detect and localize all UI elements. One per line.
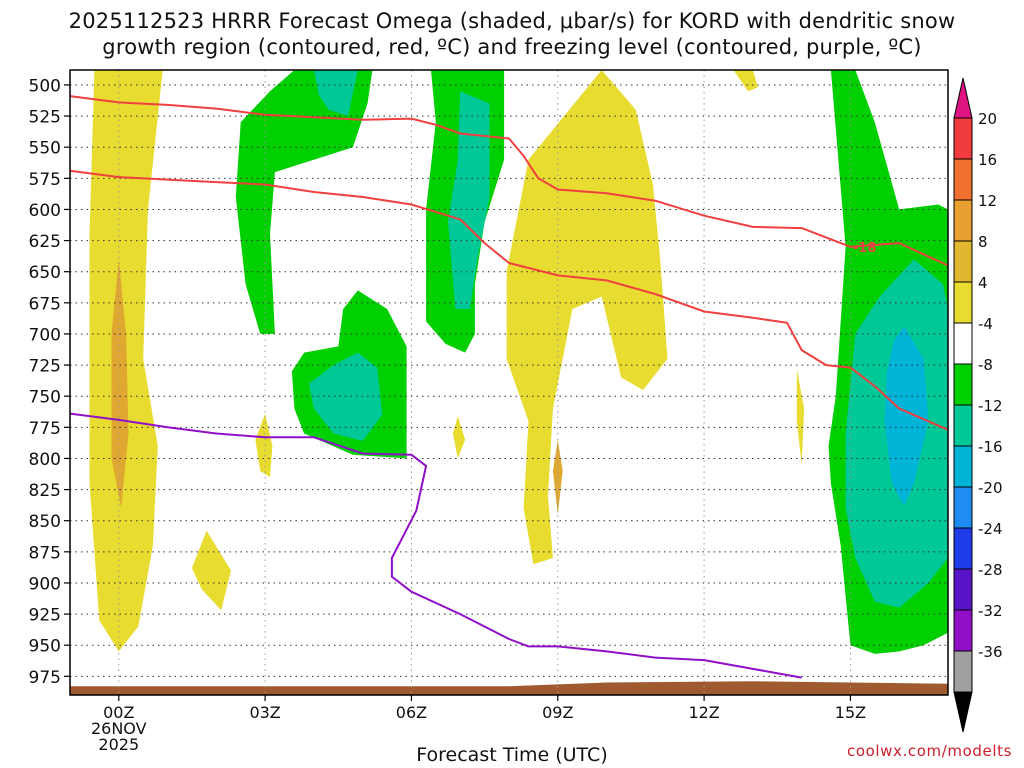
y-tick-label-975: 975 (29, 668, 61, 688)
site-credit: coolwx.com/modelts (847, 742, 1012, 760)
y-tick-label-525: 525 (29, 108, 61, 128)
plot-frame (69, 69, 949, 696)
x-tick-label-03Z-0: 03Z (249, 703, 280, 722)
x-tick-label-00Z-2: 2025 (98, 735, 139, 754)
omega-region-7 (733, 70, 758, 92)
colorbar-label-6: -8 (978, 356, 993, 374)
colorbar-label-1: 16 (978, 151, 997, 169)
y-tick-label-500: 500 (29, 76, 61, 96)
chart-title-line-2: growth region (contoured, red, ºC) and f… (102, 35, 922, 59)
y-tick-label-900: 900 (29, 574, 61, 594)
colorbar-label-4: 4 (978, 274, 988, 292)
colorbar-swatch-2 (953, 199, 973, 242)
omega-region-12 (309, 352, 383, 441)
colorbar-label-2: 12 (978, 192, 997, 210)
y-tick-label-675: 675 (29, 294, 61, 314)
colorbar-swatch-11 (953, 568, 973, 611)
colorbar-label-7: -12 (978, 397, 1003, 415)
omega-region-4 (452, 416, 466, 459)
y-tick-label-725: 725 (29, 357, 61, 377)
y-tick-label-950: 950 (29, 637, 61, 657)
contour-0 (69, 95, 949, 267)
colorbar-label-5: -4 (978, 315, 993, 333)
colorbar-swatch-13 (953, 650, 973, 693)
colorbar-label-12: -32 (978, 602, 1003, 620)
isotherm-contours (69, 95, 949, 679)
colorbar-swatch-5 (953, 322, 973, 365)
colorbar-label-0: 20 (978, 110, 997, 128)
y-tick-label-600: 600 (29, 201, 61, 221)
colorbar-legend: 20 16 12 8 4 -4 -8 -12 -16 -20 -24 -28 -32 -36 (953, 77, 1003, 733)
x-tick-label-00Z-1: 26NOV (91, 719, 147, 738)
contour-label-dgz: -18 (853, 241, 877, 256)
colorbar-label-13: -36 (978, 643, 1003, 661)
colorbar-swatch-9 (953, 486, 973, 529)
y-tick-label-700: 700 (29, 325, 61, 345)
omega-region-14 (448, 91, 490, 309)
x-tick-label-06Z-0: 06Z (396, 703, 427, 722)
y-tick-label-825: 825 (29, 481, 61, 501)
y-tick-label-850: 850 (29, 512, 61, 532)
colorbar-swatch-3 (953, 240, 973, 283)
y-tick-label-775: 775 (29, 419, 61, 439)
colorbar-bottom-arrow (953, 691, 973, 733)
chart-title-line-1: 2025112523 HRRR Forecast Omega (shaded, … (68, 9, 956, 33)
omega-region-9 (235, 70, 373, 334)
contour-1 (69, 169, 949, 431)
y-tick-label-625: 625 (29, 232, 61, 252)
colorbar-swatch-0 (953, 117, 973, 160)
omega-region-2 (191, 530, 231, 611)
colorbar-label-9: -20 (978, 479, 1003, 497)
colorbar-swatch-8 (953, 445, 973, 488)
y-tick-label-800: 800 (29, 450, 61, 470)
omega-region-8 (796, 368, 805, 465)
colorbar-label-10: -24 (978, 520, 1003, 538)
colorbar-swatch-7 (953, 404, 973, 447)
x-tick-label-12Z-0: 12Z (688, 703, 719, 722)
omega-region-1 (111, 259, 129, 509)
x-tick-label-09Z-0: 09Z (542, 703, 573, 722)
colorbar-swatch-6 (953, 363, 973, 406)
colorbar-top-arrow (953, 77, 973, 119)
y-tick-label-550: 550 (29, 139, 61, 159)
y-tick-label-650: 650 (29, 263, 61, 283)
colorbar-label-8: -16 (978, 438, 1003, 456)
contour-2 (69, 412, 802, 679)
omega-region-18 (70, 681, 948, 695)
y-tick-label-750: 750 (29, 388, 61, 408)
omega-shaded-regions (70, 70, 948, 695)
colorbar-swatch-4 (953, 281, 973, 324)
y-tick-label-875: 875 (29, 543, 61, 563)
colorbar-swatch-12 (953, 609, 973, 652)
y-axis: 500 525 550 575 600 625 650 675 700 725 750 775 800 8… (29, 76, 70, 688)
colorbar-swatch-10 (953, 527, 973, 570)
x-tick-label-15Z-0: 15Z (835, 703, 866, 722)
grid-lines (70, 70, 948, 695)
x-tick-label-00Z-0: 00Z (103, 703, 134, 722)
colorbar-label-3: 8 (978, 233, 988, 251)
y-tick-label-925: 925 (29, 606, 61, 626)
omega-region-5 (506, 70, 668, 565)
colorbar-label-11: -28 (978, 561, 1003, 579)
colorbar-swatch-1 (953, 158, 973, 201)
omega-region-17 (884, 326, 929, 506)
y-tick-label-575: 575 (29, 170, 61, 190)
omega-region-3 (255, 413, 273, 478)
omega-region-10 (313, 70, 358, 117)
contour-labels: -18 (853, 241, 877, 256)
x-axis-title: Forecast Time (UTC) (416, 744, 608, 766)
